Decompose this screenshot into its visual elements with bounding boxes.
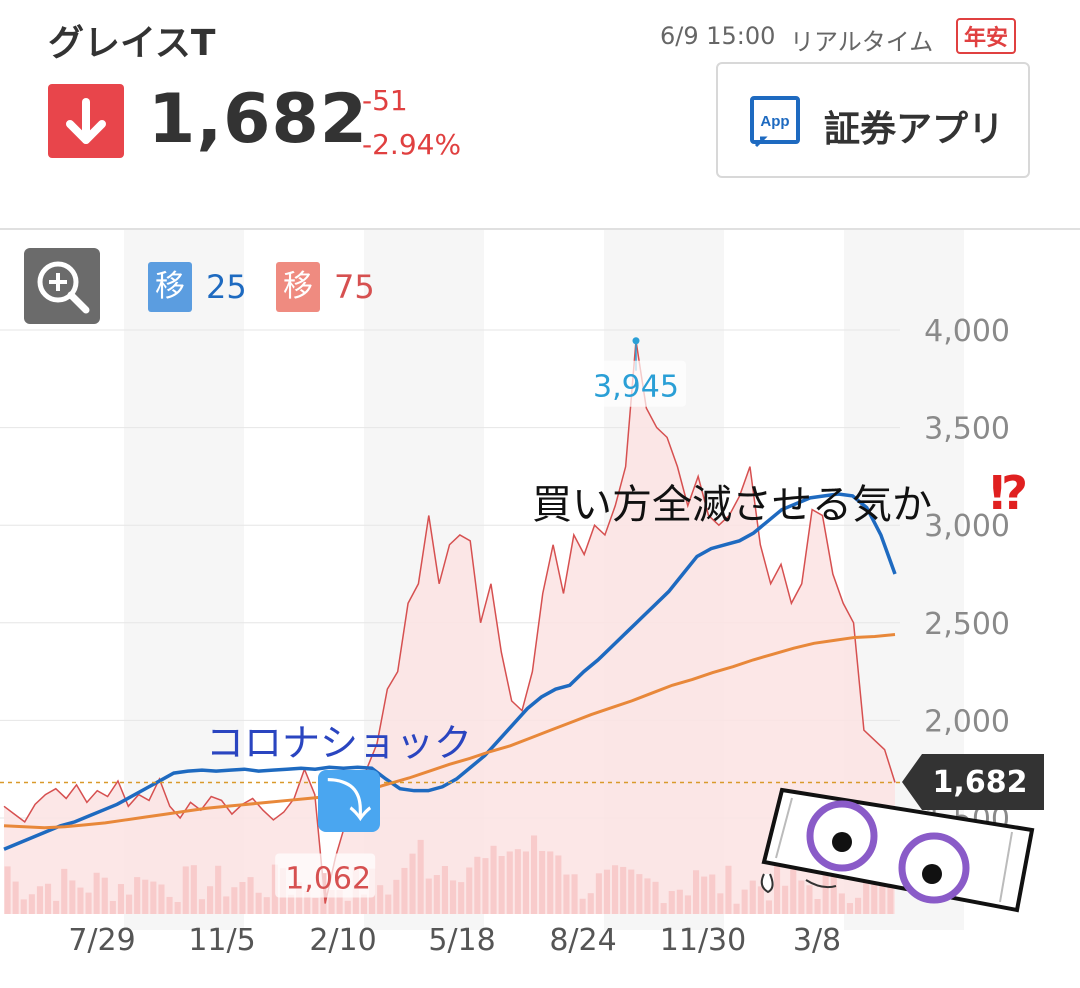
exclamation-question-icon: ⁉	[990, 466, 1029, 520]
ma75-badge[interactable]: 移	[276, 262, 320, 312]
securities-app-button[interactable]: App 証券アプリ	[716, 62, 1030, 178]
x-tick-label: 11/30	[660, 923, 746, 958]
x-tick-label: 5/18	[428, 923, 495, 958]
app-button-label: 証券アプリ	[824, 109, 1005, 150]
down-curve-arrow-icon: ⤵	[318, 770, 380, 832]
price-line	[3, 340, 896, 904]
y-tick-label: 2,000	[924, 704, 1010, 739]
header-divider	[0, 228, 1080, 230]
current-price: 1,682	[148, 80, 369, 159]
zoom-in-icon	[37, 261, 90, 314]
low-label: 1,062	[285, 861, 371, 896]
year-low-badge: 年安	[956, 18, 1017, 54]
low-label-bg	[275, 853, 376, 898]
ma25-value: 25	[206, 268, 247, 306]
current-price-marker: 1,682	[902, 754, 1044, 810]
y-tick-label: 3,500	[924, 412, 1010, 447]
stock-name: グレイスT	[48, 23, 216, 64]
high-marker-dot	[632, 337, 640, 345]
x-tick-label: 3/8	[793, 923, 841, 958]
crying-eyes-sticker-icon	[752, 780, 1052, 920]
price-change-percent: -2.94%	[362, 128, 462, 161]
y-tick-label: 3,000	[924, 509, 1010, 544]
x-tick-label: 11/5	[188, 923, 255, 958]
x-tick-label: 7/29	[68, 923, 135, 958]
high-label: 3,945	[593, 370, 679, 405]
price-area	[4, 340, 895, 914]
app-icon-text: App	[760, 113, 789, 130]
high-label-bg	[585, 360, 686, 407]
comment-annotation: 買い方全滅させる気か	[532, 482, 932, 528]
zoom-in-button[interactable]	[24, 248, 100, 324]
realtime-label: リアルタイム	[790, 28, 934, 56]
down-arrow-icon	[48, 84, 124, 158]
y-tick-label: 4,000	[924, 314, 1010, 349]
ma25-badge[interactable]: 移	[148, 262, 192, 312]
ma75-value: 75	[334, 268, 375, 306]
stock-header: グレイスT 6/9 15:00 リアルタイム 年安 1,682 -51 -2.9…	[0, 0, 1080, 228]
corona-shock-annotation: コロナショック	[206, 721, 473, 765]
y-tick-label: 2,500	[924, 607, 1010, 642]
app-icon: App	[748, 94, 804, 154]
current-price-marker-text: 1,682	[933, 765, 1028, 800]
ma75-line	[3, 633, 896, 830]
x-tick-label: 8/24	[549, 923, 616, 958]
price-change: -51	[362, 84, 408, 117]
x-tick-label: 2/10	[309, 923, 376, 958]
timestamp: 6/9 15:00	[660, 22, 776, 50]
